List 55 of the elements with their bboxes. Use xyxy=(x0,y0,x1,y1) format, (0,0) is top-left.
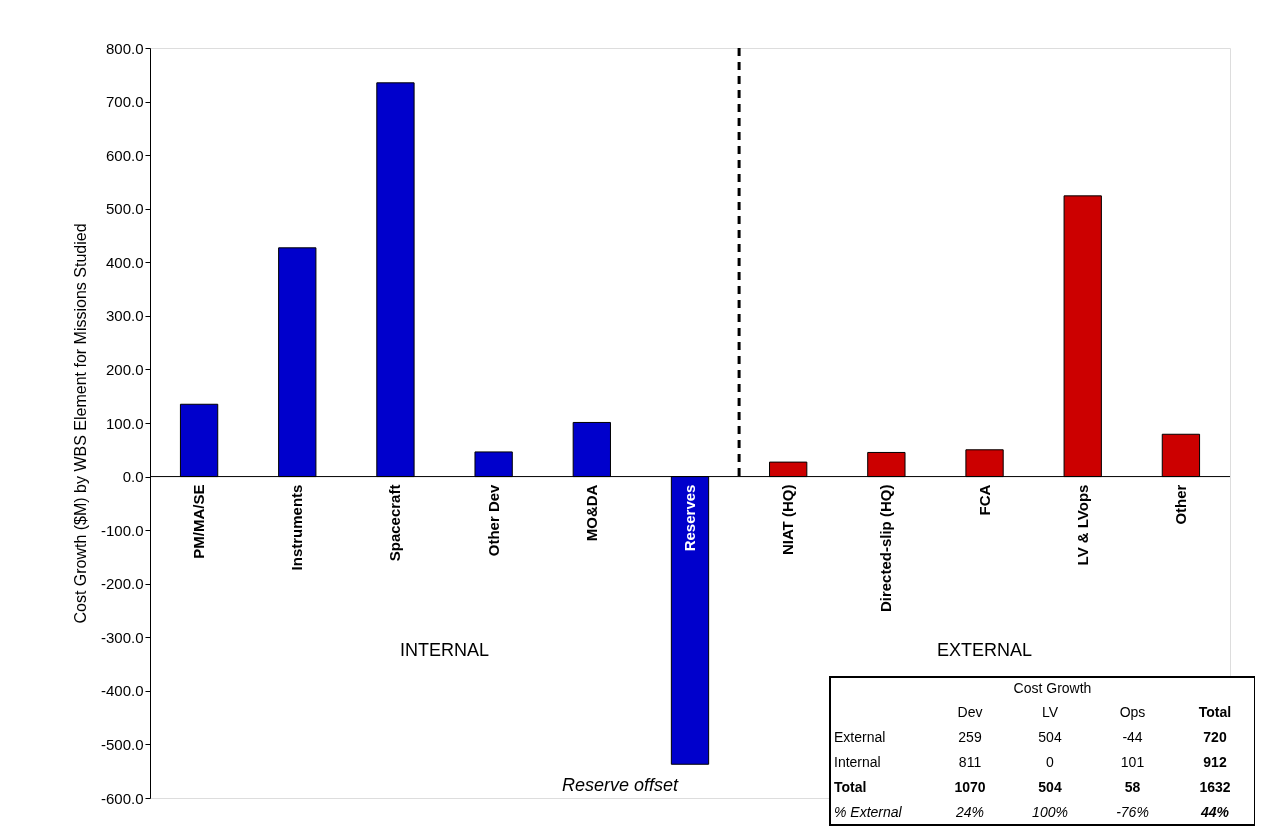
annotation: Total xyxy=(834,778,867,795)
y-tick-label: 500.0 xyxy=(105,200,144,218)
annotation: External xyxy=(834,728,886,745)
text: 100% xyxy=(1032,803,1068,820)
annotation: 720 xyxy=(1203,728,1227,745)
annotation: 0 xyxy=(1046,753,1055,770)
y-tick-label: 800.0 xyxy=(105,39,144,57)
y-tick-label: 700.0 xyxy=(105,93,144,111)
x-tick-label: LV & LVops xyxy=(1073,484,1091,566)
y-tick-label: -300.0 xyxy=(100,628,144,646)
annotation: 504 xyxy=(1038,778,1062,795)
x-tick-label: NIAT (HQ) xyxy=(779,484,797,556)
y-tick-label: 300.0 xyxy=(105,307,144,325)
y-tick-label: -400.0 xyxy=(100,682,144,700)
x-tick-label: Reserves xyxy=(681,484,698,552)
x-tick-label: Instruments xyxy=(288,484,306,571)
annotation: EXTERNAL xyxy=(937,639,1033,660)
x-tick-label: FCA xyxy=(975,484,993,516)
annotation: 912 xyxy=(1203,753,1227,770)
text: 44% xyxy=(1199,803,1230,820)
annotation: 58 xyxy=(1124,778,1141,795)
y-tick-label: 400.0 xyxy=(105,253,144,271)
y-tick-label: -600.0 xyxy=(100,789,144,807)
annotation: Ops xyxy=(1119,703,1146,720)
annotation: 259 xyxy=(958,728,982,745)
annotation: LV xyxy=(1041,703,1059,720)
x-tick-label: MO&DA xyxy=(582,484,600,542)
annotation: 504 xyxy=(1038,728,1062,745)
annotation: Cost Growth xyxy=(1013,679,1092,696)
annotation: Internal xyxy=(834,753,881,770)
annotation: 1070 xyxy=(954,778,986,795)
y-tick-label: 100.0 xyxy=(105,414,144,432)
y-tick-label: 200.0 xyxy=(105,360,144,378)
y-axis-title: Cost Growth ($M) by WBS Element for Missions Studied xyxy=(71,223,89,624)
x-tick-label: Spacecraft xyxy=(386,484,404,562)
y-tick-label: -100.0 xyxy=(100,521,144,539)
annotation: Dev xyxy=(957,703,983,720)
y-tick-label: -500.0 xyxy=(100,735,144,753)
annotation: 1632 xyxy=(1199,778,1231,795)
annotation: INTERNAL xyxy=(400,639,490,660)
x-tick-label: Directed-slip (HQ) xyxy=(877,484,895,613)
annotation: Reserve offset xyxy=(561,775,680,796)
y-tick-label: 600.0 xyxy=(105,146,144,164)
text: -76% xyxy=(1116,803,1149,820)
x-tick-label: Other Dev xyxy=(484,483,502,557)
y-tick-label: -200.0 xyxy=(100,575,144,593)
annotation: 101 xyxy=(1120,753,1145,770)
annotation: Total xyxy=(1198,703,1232,720)
y-tick-label: 0.0 xyxy=(122,468,144,486)
x-tick-label: Other xyxy=(1171,484,1189,525)
x-tick-label: PM/MA/SE xyxy=(190,484,208,559)
annotation: 811 xyxy=(958,753,982,770)
text: % External xyxy=(834,803,903,820)
text: 24% xyxy=(954,803,985,820)
annotation: -44 xyxy=(1122,728,1143,745)
